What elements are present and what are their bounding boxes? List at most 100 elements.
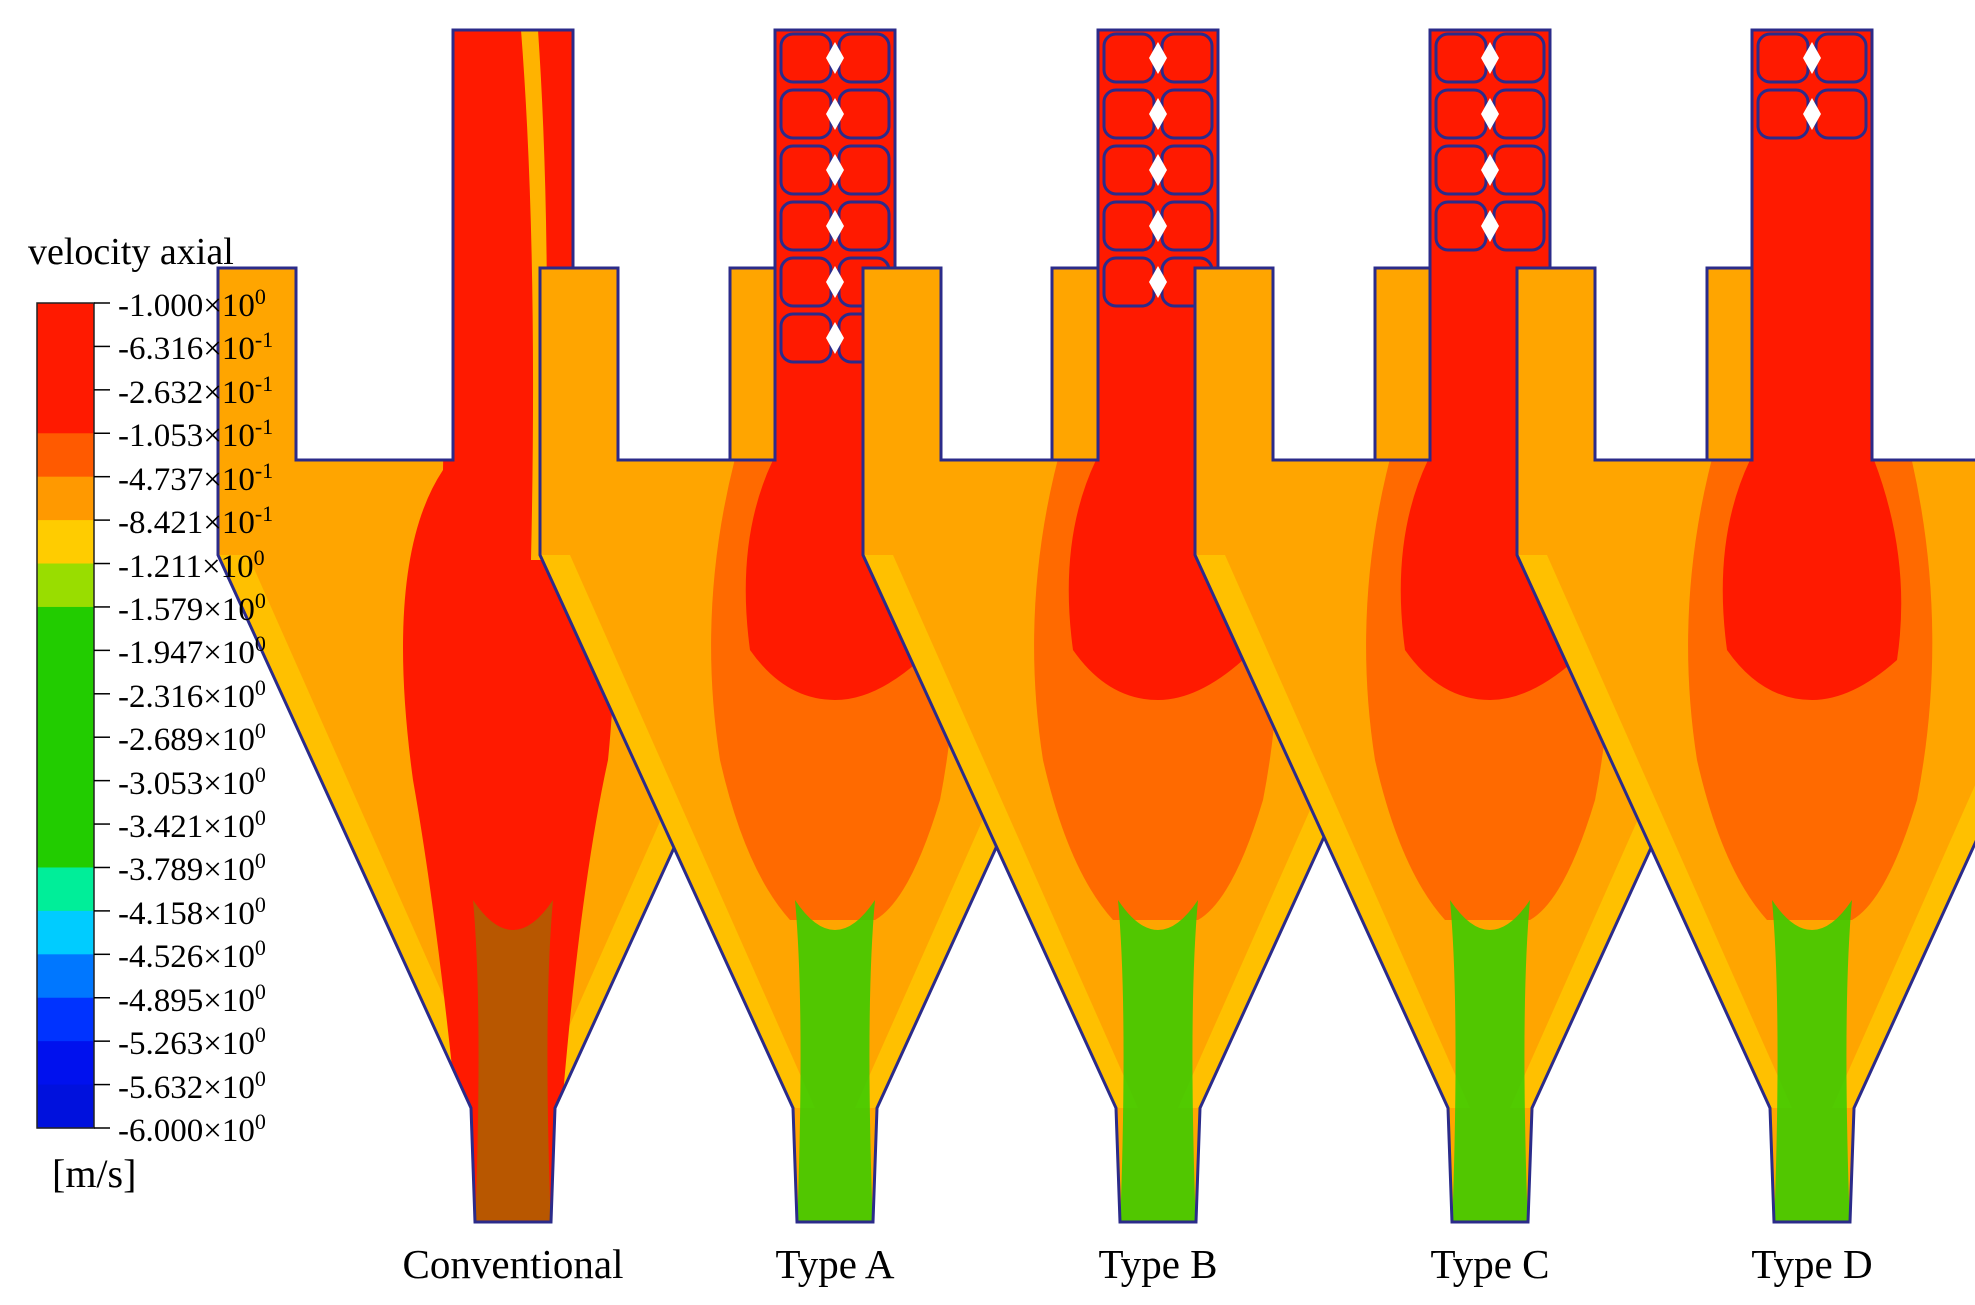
colorbar-band [37, 346, 94, 391]
case-label: Type C [1430, 1241, 1550, 1287]
colorbar-tick-label: -6.000×100 [118, 1111, 266, 1148]
vortex-finder-cell [837, 88, 891, 140]
vortex-finder-cell [1756, 32, 1810, 84]
vortex-finder-cell [1160, 88, 1214, 140]
wall-region-left [218, 555, 493, 1108]
cyclone-outline [1515, 28, 1975, 1224]
vortex-finder-cell [779, 312, 833, 364]
tick-exponent: 0 [254, 891, 266, 917]
colorbar-tick-label: -2.316×100 [118, 676, 266, 715]
vortex-finder-cell [1492, 200, 1546, 252]
cyclone-outline [216, 28, 810, 1224]
colorbar-band [37, 476, 94, 521]
tick-exponent: -1 [254, 370, 274, 396]
vortex-finder-cell [1492, 32, 1546, 84]
colorbar-tick-label: -4.526×100 [118, 937, 266, 974]
vortex-finder-cell [1160, 144, 1214, 196]
tick-mantissa: -4.895×10 [118, 982, 255, 1019]
vortex-finder-cell [1492, 88, 1546, 140]
tick-mantissa: -1.000×10 [118, 288, 255, 324]
vortex-finder-cell [1814, 32, 1868, 84]
vortex-finder-gap [1149, 154, 1167, 186]
vortex-finder-cell [1102, 32, 1156, 84]
vortex-finder-cell [1434, 144, 1488, 196]
vortex-finder-cell [837, 32, 891, 84]
colorbar-tick-label: -2.689×100 [118, 720, 266, 757]
vortex-finder-cell [1160, 200, 1214, 252]
case-label: Type D [1751, 1241, 1873, 1287]
colorbar-tick-label: -4.158×100 [118, 891, 266, 932]
vortex-finder-cell [1102, 88, 1156, 140]
vortex-finder-gap [1481, 210, 1499, 242]
tick-mantissa: -6.000×10 [118, 1113, 255, 1149]
tick-exponent: 0 [254, 1109, 266, 1134]
tick-exponent: -1 [254, 501, 274, 527]
wall-region-left [863, 555, 1138, 1108]
colorbar-band [37, 563, 94, 608]
vortex-finder-gap [826, 154, 844, 186]
colorbar-tick-label: -5.263×100 [118, 1024, 266, 1061]
colorbar-band [37, 910, 94, 955]
tick-mantissa: -4.158×10 [118, 895, 255, 932]
wall-region-right [1832, 555, 1975, 1108]
apex-region [1772, 900, 1852, 1222]
case-label: Type A [775, 1241, 895, 1287]
tick-exponent: 0 [254, 978, 266, 1004]
vortex-finder-gap [1149, 42, 1167, 74]
colorbar-tick-label: -1.000×100 [118, 286, 266, 323]
apex-region [1450, 900, 1530, 1222]
tick-exponent: 0 [254, 631, 266, 657]
vortex-finder-cell [1434, 200, 1488, 252]
vortex-finder-cell [1434, 32, 1488, 84]
vortex-finder-cell [1434, 88, 1488, 140]
vortex-finder-gap [1149, 210, 1167, 242]
colorbar-tick-label: -1.211×100 [118, 546, 265, 585]
tick-mantissa: -3.053×10 [118, 765, 255, 802]
vortex-finder-gap [826, 210, 844, 242]
cyclone-5 [1517, 30, 1975, 1222]
colorbar-band [37, 737, 94, 782]
vortex-finder-cell [779, 200, 833, 252]
tick-mantissa: -6.316×10 [118, 331, 255, 368]
vortex-finder-cell [837, 144, 891, 196]
vortex-finder-gap [1481, 98, 1499, 130]
cyclone-outline [861, 28, 1455, 1224]
tick-mantissa: -1.579×10 [118, 591, 255, 628]
wall-region-left [1517, 555, 1792, 1108]
vortex-finder-cell [779, 256, 833, 308]
colorbar-tick-label: -8.421×10-1 [118, 503, 273, 540]
tick-mantissa: -3.789×10 [118, 852, 255, 889]
tick-exponent: 0 [254, 718, 266, 744]
vortex-finder-gap [1481, 154, 1499, 186]
tick-mantissa: -2.316×10 [118, 678, 255, 715]
tick-mantissa: -1.211×10 [118, 548, 254, 585]
colorbar-band [37, 433, 94, 478]
tick-exponent: 0 [254, 935, 266, 961]
tick-mantissa: -1.053×10 [118, 418, 255, 455]
colorbar-band [37, 1084, 94, 1129]
tick-mantissa: -1.947×10 [118, 635, 255, 672]
vortex-finder-gap [1803, 42, 1821, 74]
apex-region [1118, 900, 1198, 1222]
vortex-finder-gap [1149, 266, 1167, 298]
legend-title: velocity axial [28, 231, 234, 273]
apex-region [795, 900, 875, 1222]
tick-mantissa: -5.263×10 [118, 1026, 255, 1063]
vortex-finder-cell [1756, 88, 1810, 140]
vortex-finder-cell [837, 200, 891, 252]
vortex-finder-gap [1803, 98, 1821, 130]
colorbar-tick-label: -3.789×100 [118, 850, 266, 887]
colorbar-band [37, 520, 94, 565]
colorbar-tick-label: -3.053×100 [118, 763, 266, 802]
colorbar-tick-label: -4.737×10-1 [118, 459, 273, 497]
tick-mantissa: -3.421×10 [118, 809, 255, 846]
colorbar-tick-label: -1.947×100 [118, 633, 266, 670]
tick-mantissa: -5.632×10 [118, 1069, 255, 1106]
vortex-finder-gap [826, 322, 844, 354]
tick-mantissa: -2.632×10 [118, 374, 255, 411]
apex-region [473, 900, 553, 1222]
vortex-finder-cell [779, 144, 833, 196]
colorbar-tick-label: -3.421×100 [118, 807, 266, 844]
wall-region-left [540, 555, 815, 1108]
